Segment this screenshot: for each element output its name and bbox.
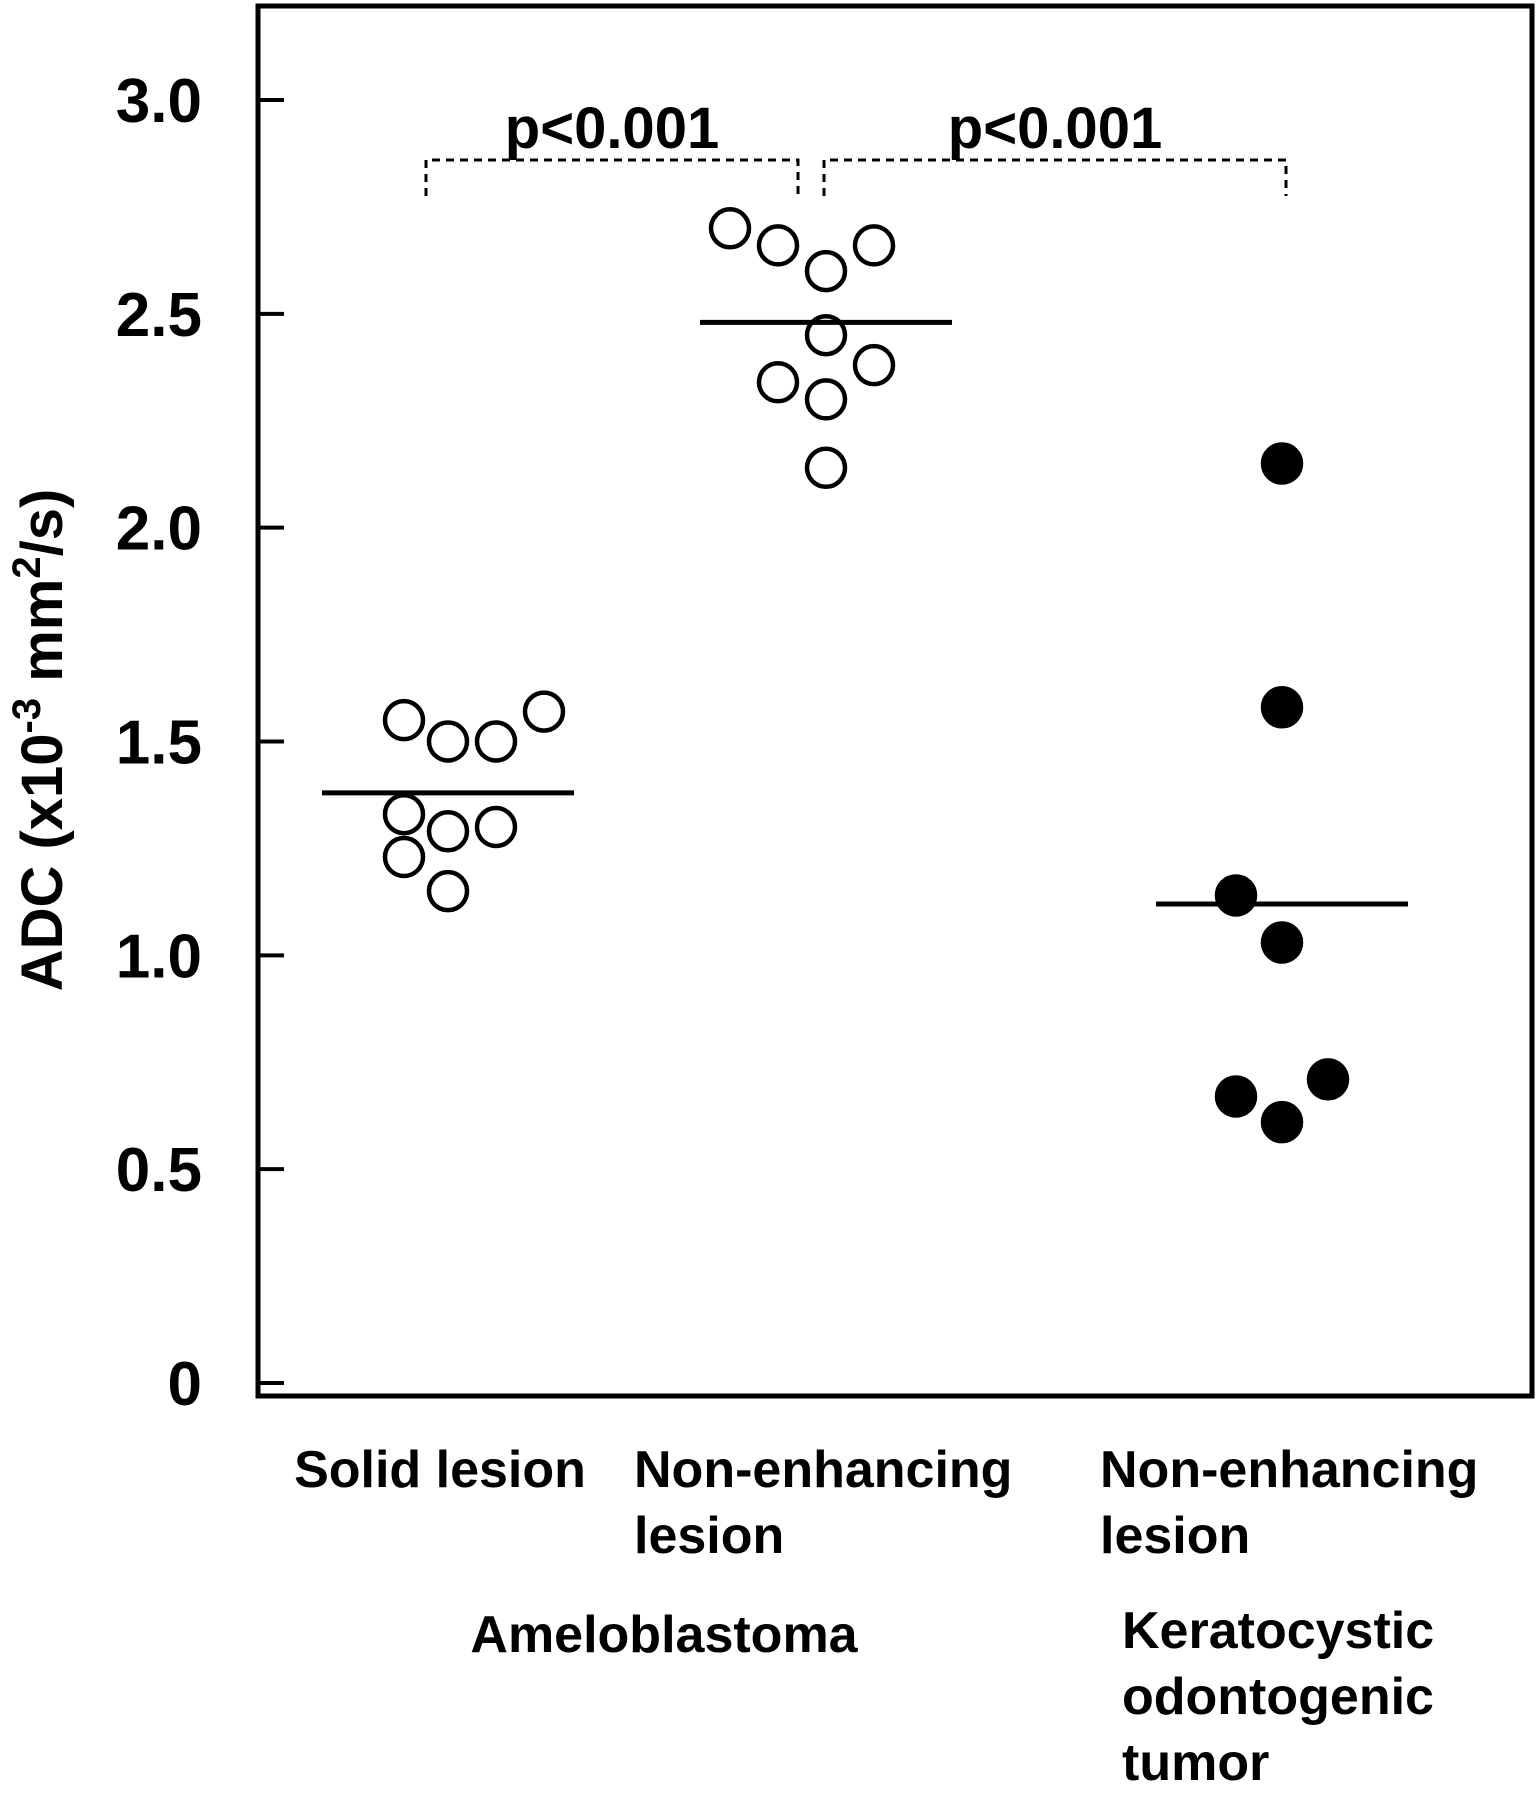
- category-label: Non-enhancing lesion: [1100, 1441, 1478, 1565]
- data-marks: [382, 207, 1350, 1144]
- group-label-line: Keratocystic: [1122, 1602, 1434, 1660]
- category-label-line: Non-enhancing: [634, 1441, 1012, 1499]
- significance-bracket: [822, 158, 1288, 196]
- open-data-point: [756, 361, 800, 404]
- plot-frame: [255, 3, 1535, 1399]
- filled-data-point: [1260, 686, 1304, 729]
- filled-data-point: [1260, 921, 1304, 964]
- open-data-point: [522, 690, 566, 733]
- y-axis: 0 0.5 1.0 1.5 2.0 2.5 3.0: [116, 67, 284, 1419]
- open-data-point: [852, 343, 896, 387]
- open-data-point: [426, 869, 470, 913]
- open-data-point: [426, 720, 470, 763]
- y-tick-label: 1.5: [116, 709, 202, 778]
- y-tick-label: 0: [168, 1350, 202, 1419]
- category-label-line: Solid lesion: [294, 1441, 586, 1499]
- category-label: Non-enhancing lesion: [634, 1441, 1012, 1565]
- x-axis-labels: Solid lesion Non-enhancing lesionNon-enhan…: [294, 1441, 1478, 1792]
- y-tick-label: 2.0: [116, 495, 202, 564]
- filled-data-point: [1306, 1058, 1350, 1101]
- open-data-point: [852, 224, 896, 267]
- mean-lines: [322, 319, 1408, 907]
- filled-data-point: [1260, 1100, 1304, 1144]
- y-tick-label: 3.0: [116, 67, 202, 136]
- category-label-line: Non-enhancing: [1100, 1441, 1478, 1499]
- category-label-line: lesion: [634, 1507, 784, 1565]
- group-label-line: odontogenic: [1122, 1668, 1434, 1726]
- y-axis-label: ADC (x10-3 mm2/s): [5, 489, 75, 992]
- category-label: Solid lesion: [294, 1441, 586, 1499]
- open-data-point: [708, 207, 752, 250]
- significance-bracket: [424, 158, 800, 196]
- group-label-line: tumor: [1122, 1734, 1269, 1792]
- open-data-point: [804, 313, 848, 357]
- open-data-point: [804, 378, 848, 421]
- filled-data-point: [1260, 442, 1304, 485]
- open-data-point: [474, 805, 518, 849]
- y-tick-label: 2.5: [116, 281, 202, 350]
- open-data-point: [382, 698, 426, 742]
- category-label-line: lesion: [1100, 1507, 1250, 1565]
- group-label: Ameloblastoma: [470, 1606, 858, 1664]
- open-data-point: [382, 792, 426, 836]
- open-data-point: [804, 249, 848, 293]
- y-tick-label: 0.5: [116, 1136, 202, 1205]
- filled-data-point: [1214, 1075, 1258, 1118]
- group-label: Keratocystic odontogenic tumor: [1122, 1602, 1434, 1792]
- open-data-point: [426, 810, 470, 853]
- filled-data-point: [1214, 874, 1258, 917]
- y-tick-label: 1.0: [116, 922, 202, 991]
- significance-annotations: p<0.001 p<0.001: [424, 96, 1288, 196]
- p-value-label: p<0.001: [948, 96, 1162, 161]
- open-data-point: [474, 720, 518, 763]
- open-data-point: [382, 835, 426, 879]
- open-data-point: [804, 446, 848, 490]
- open-data-point: [756, 224, 800, 267]
- p-value-label: p<0.001: [505, 96, 719, 161]
